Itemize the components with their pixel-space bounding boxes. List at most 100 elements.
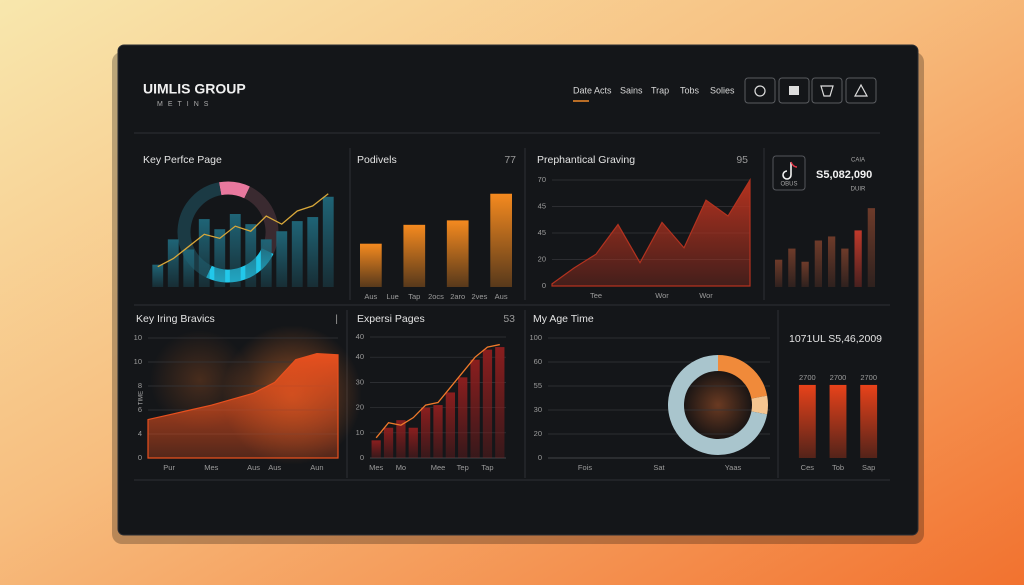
bar: [798, 384, 816, 458]
bar: [245, 224, 257, 287]
y-tick-label: 30: [356, 377, 364, 386]
bar-value-label: 2700: [830, 373, 847, 382]
bar: [183, 249, 195, 287]
nav-item[interactable]: Tobs: [680, 85, 700, 95]
y-tick-label: 8: [138, 381, 142, 390]
kpi-text: CAIA: [851, 158, 865, 164]
y-tick-label: 0: [360, 453, 364, 462]
x-tick-label: Sap: [862, 463, 875, 472]
y-tick-label: 100: [529, 333, 542, 342]
bar: [198, 219, 210, 287]
icon: [754, 85, 766, 97]
brand: UIMLIS GROUP: [143, 81, 246, 97]
icon: [820, 85, 834, 97]
bar: [470, 359, 480, 458]
bar: [774, 259, 783, 287]
icon-button[interactable]: [778, 77, 810, 104]
bar-value-label: 2700: [860, 373, 877, 382]
bar: [167, 239, 179, 287]
y-tick-label: 6: [138, 405, 142, 414]
x-tick-label: 2ocs: [428, 292, 444, 301]
icon-button[interactable]: [845, 77, 877, 104]
y-tick-label: 10: [356, 428, 364, 437]
x-tick-label: Wor: [655, 291, 669, 300]
bar: [490, 193, 512, 287]
bar: [152, 264, 164, 287]
y-tick-label: 40: [356, 332, 364, 341]
dashboard-panel: [117, 44, 919, 536]
ring-segment: [751, 395, 768, 415]
kpi-text: S5,082,090: [816, 169, 872, 181]
donut-center: [684, 371, 752, 439]
bar: [788, 248, 796, 287]
kpi-text: OBUS: [780, 182, 797, 188]
icon: [853, 83, 869, 97]
nav-item[interactable]: Solies: [710, 85, 735, 95]
x-tick-label: Mee: [431, 463, 446, 472]
bar: [421, 407, 431, 458]
y-tick-label: 0: [138, 453, 142, 462]
panel-title: 1071UL S5,46,2009: [789, 333, 882, 345]
nav-item[interactable]: Date Acts: [573, 85, 612, 95]
y-tick-label: 0: [542, 281, 546, 290]
bar: [829, 384, 847, 458]
bar: [383, 427, 394, 458]
y-tick-label: 45: [538, 228, 546, 237]
x-tick-label: Mes: [204, 463, 218, 472]
x-tick-label: Aun: [310, 463, 323, 472]
bar: [841, 248, 849, 287]
ring-segment: [717, 355, 768, 400]
bar: [446, 220, 469, 287]
y-tick-label: 20: [534, 429, 542, 438]
x-tick-label: Mo: [396, 463, 406, 472]
bar: [229, 214, 241, 287]
y-tick-label: 45: [538, 201, 546, 210]
ring-segment: [668, 355, 768, 455]
bar: [867, 208, 876, 287]
x-tick-label: Aus: [247, 463, 260, 472]
panel-note: 53: [503, 313, 515, 325]
panel-title: Key Perfce Page: [143, 154, 222, 166]
bar: [458, 377, 468, 458]
x-tick-label: Aus: [364, 292, 377, 301]
x-tick-label: Ces: [801, 463, 815, 472]
ring-segment: [219, 181, 250, 199]
icon: [789, 86, 799, 95]
y-axis-label: TIME: [139, 391, 145, 405]
bar: [408, 427, 418, 458]
bar: [396, 420, 406, 458]
x-tick-label: Pur: [163, 463, 175, 472]
nav-item[interactable]: Sains: [620, 85, 643, 95]
y-tick-label: 20: [356, 403, 364, 412]
panel-title: My Age Time: [533, 313, 594, 325]
line: [157, 193, 329, 268]
x-tick-label: Tee: [590, 291, 602, 300]
y-tick-label: 0: [538, 453, 542, 462]
bar: [403, 224, 426, 287]
icon: [790, 161, 798, 168]
icon-button[interactable]: [744, 77, 776, 104]
y-tick-label: 30: [534, 405, 542, 414]
y-tick-label: 10: [134, 333, 142, 342]
bar: [433, 405, 443, 458]
x-tick-label: Tob: [832, 463, 844, 472]
bar: [814, 240, 823, 287]
bar: [860, 384, 878, 458]
x-tick-label: 2aro: [450, 292, 465, 301]
icon-button[interactable]: [811, 77, 843, 104]
x-tick-label: Aus: [268, 463, 281, 472]
y-tick-label: 70: [538, 175, 546, 184]
line: [375, 343, 500, 439]
x-tick-label: Tep: [457, 463, 469, 472]
brand-subtitle: METINS: [157, 101, 213, 108]
panel-title: Prephantical Graving: [537, 154, 635, 166]
panel-title: Key Iring Bravics: [136, 313, 215, 325]
icon: [782, 162, 792, 180]
x-tick-label: Tap: [408, 292, 420, 301]
bar: [307, 217, 319, 287]
nav-item[interactable]: Trap: [651, 85, 669, 95]
panel-note: 95: [736, 154, 748, 166]
panel-title: Expersi Pages: [357, 313, 425, 325]
panel-title: Podivels: [357, 154, 397, 166]
